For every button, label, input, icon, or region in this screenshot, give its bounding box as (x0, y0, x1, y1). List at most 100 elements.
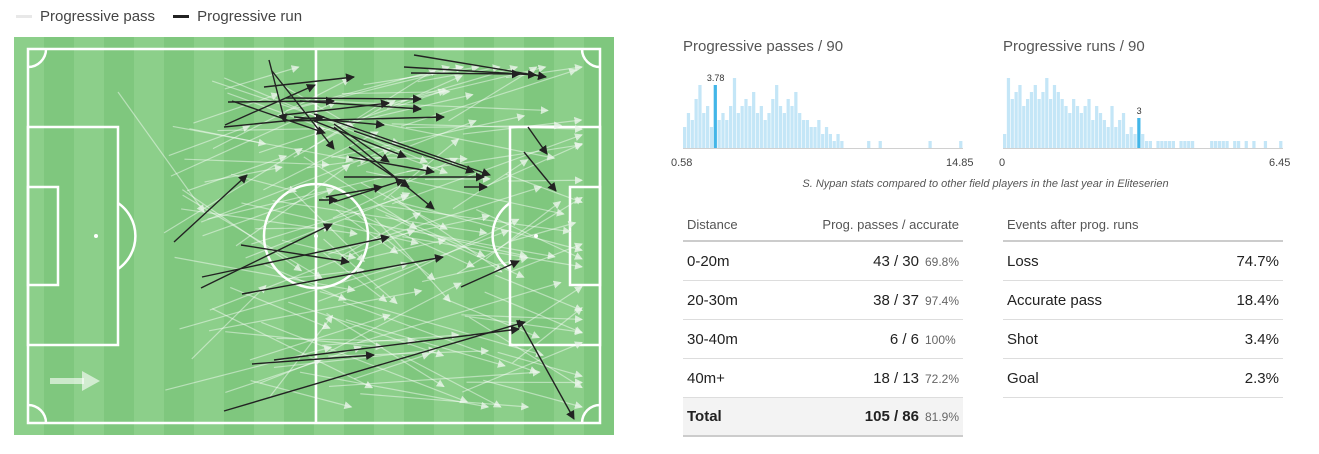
passes-table: Distance Prog. passes / accurate 0-20m 4… (683, 208, 963, 437)
progressive-pass-arrow (385, 214, 525, 279)
progressive-run-arrow (413, 54, 547, 81)
progressive-pass-arrow (485, 201, 562, 260)
runs-hist-bar (1164, 141, 1168, 148)
runs-hist-bar (1079, 113, 1083, 148)
row-value: 6 / 6 (889, 330, 919, 348)
progressive-pass-arrow (186, 154, 288, 192)
passes-hist-bar (767, 113, 771, 148)
passes-hist-bar (867, 141, 871, 148)
runs-hist-bar (1236, 141, 1241, 148)
progressive-pass-arrow (259, 358, 323, 384)
progressive-pass-arrow (255, 223, 333, 232)
row-label: 30-40m (687, 330, 738, 348)
corner-arc-bl (27, 403, 48, 424)
passes-hist-bar (690, 120, 694, 148)
progressive-pass-arrow (417, 64, 501, 83)
legend-progressive-run[interactable]: Progressive run (173, 8, 302, 25)
runs-min-label: 0 (999, 157, 1006, 169)
runs-hist-bar (1049, 99, 1053, 148)
progressive-pass-arrow (323, 252, 388, 303)
legend: Progressive pass Progressive run (16, 8, 302, 25)
progressive-pass-arrow (345, 319, 506, 368)
runs-table: Events after prog. runs Loss 74.7% Accur… (1003, 208, 1283, 398)
progressive-pass-arrow (182, 189, 303, 272)
progressive-pass-arrow (168, 124, 251, 157)
progressive-pass-arrow (483, 142, 583, 188)
table-row: Loss 74.7% (1003, 242, 1283, 281)
passes-hist-bar (709, 127, 714, 148)
runs-hist-bar (1125, 134, 1129, 148)
table-row: Accurate pass 18.4% (1003, 281, 1283, 320)
runs-hist-bar (1102, 120, 1106, 148)
progressive-run-arrow (348, 156, 435, 176)
runs-hist-bar (1217, 141, 1222, 148)
passes-histogram: 3.78 (683, 73, 963, 149)
passes-hist-bar (702, 113, 706, 148)
passes-hist-bar (717, 120, 721, 148)
progressive-run-arrow (299, 100, 422, 113)
progressive-pass-arrow (391, 123, 583, 133)
passes-hist-bar (698, 85, 702, 148)
progressive-pass-arrow (209, 228, 416, 311)
runs-hist-bar (1148, 141, 1152, 148)
runs-max-label: 6.45 (1269, 157, 1291, 169)
legend-progressive-pass[interactable]: Progressive pass (16, 8, 155, 25)
progressive-pass-arrow (225, 331, 384, 351)
progressive-run-arrow (200, 223, 333, 289)
passes-hist-bar (740, 106, 744, 148)
passes-hist-bar (748, 106, 752, 148)
row-pct: 69.8% (925, 254, 960, 269)
right-penalty-spot (534, 234, 538, 238)
progressive-pass-arrow (163, 148, 303, 234)
legend-pass-label: Progressive pass (40, 8, 156, 25)
progressive-run-arrow (410, 69, 521, 79)
progressive-pass-arrow (202, 187, 335, 237)
runs-hist-highlight-label: 3 (1137, 106, 1142, 116)
runs-hist-title: Progressive runs / 90 (1003, 38, 1145, 55)
passes-hist-bar (683, 127, 687, 148)
runs-hist-bar (1037, 99, 1041, 148)
table-row: Shot 3.4% (1003, 320, 1283, 359)
runs-hist-bar (1141, 134, 1145, 148)
runs-hist-bar (1210, 141, 1214, 148)
passes-hist-bar (732, 78, 737, 148)
runs-hist-bar (1121, 113, 1126, 148)
right-goal-box (568, 185, 602, 287)
table-row: 30-40m 6 / 6 100% (683, 320, 963, 359)
progressive-pass-arrow (444, 298, 540, 339)
row-pct: 97.4% (925, 293, 960, 308)
progressive-pass-arrow (512, 307, 583, 364)
progressive-pass-arrow (341, 87, 451, 96)
runs-hist-bar (1106, 127, 1110, 148)
table-row: Goal 2.3% (1003, 359, 1283, 398)
passes-hist-bar (721, 113, 725, 148)
progressive-pass-arrow (462, 341, 583, 393)
progressive-pass-arrow (364, 237, 447, 260)
progressive-pass-arrow (321, 331, 460, 346)
runs-hist-bar (1003, 134, 1007, 148)
progressive-pass-arrow (353, 211, 436, 281)
progressive-run-arrow (273, 325, 520, 361)
passes-hist-bar (790, 106, 794, 148)
progressive-pass-arrow (476, 208, 583, 260)
passes-hist-bar (744, 99, 748, 148)
progressive-run-arrow (460, 260, 520, 288)
progressive-pass-arrow (357, 280, 562, 344)
runs-hist-bar (1095, 106, 1099, 148)
runs-hist-bar (1075, 106, 1080, 148)
runs-hist-bar (1190, 141, 1195, 148)
passes-hist-bar (706, 106, 710, 148)
row-label: Loss (1007, 252, 1039, 270)
row-label: 20-30m (687, 291, 738, 309)
progressive-pass-arrow (224, 65, 300, 90)
progressive-pass-arrow (299, 371, 490, 410)
progressive-pass-arrow (309, 68, 437, 149)
progressive-pass-arrow (509, 242, 583, 273)
total-row: Total 105 / 86 81.9% (683, 398, 963, 437)
corner-arc-tl (27, 48, 48, 69)
progressive-pass-arrow (484, 291, 583, 334)
progressive-pass-arrow (406, 141, 583, 173)
row-value: 2.3% (1244, 369, 1279, 387)
centre-spot (314, 234, 318, 238)
row-label: 0-20m (687, 252, 730, 270)
